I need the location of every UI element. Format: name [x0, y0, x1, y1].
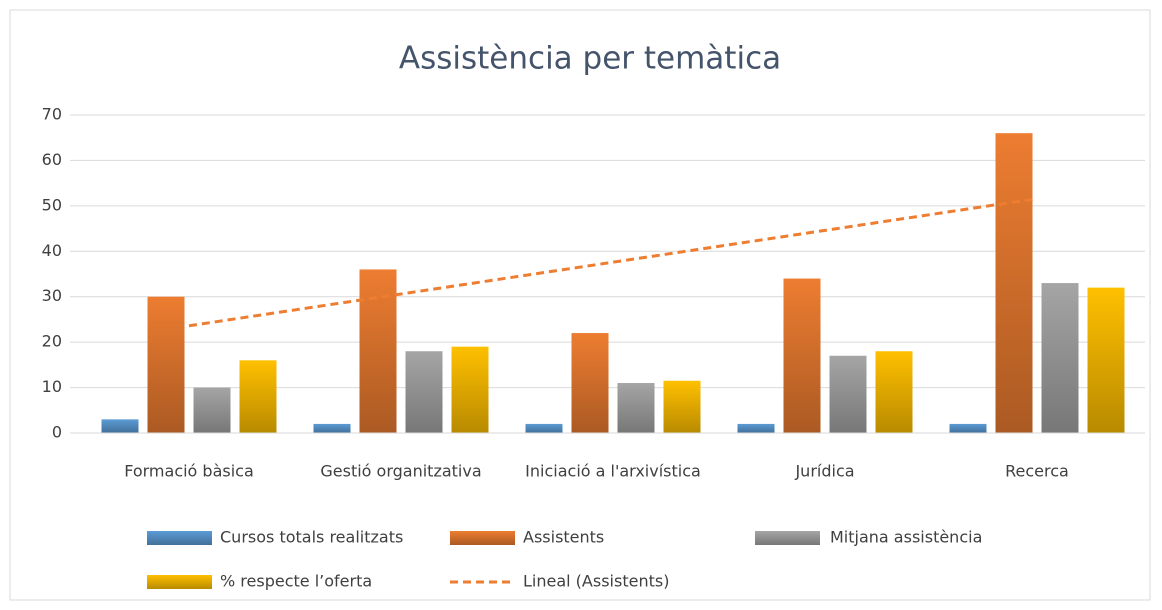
y-tick-label: 0	[52, 423, 62, 442]
y-tick-label: 50	[42, 195, 62, 214]
bar	[995, 133, 1033, 433]
legend-label: Assistents	[523, 528, 604, 547]
y-tick-label: 70	[42, 105, 62, 124]
bar	[525, 423, 563, 433]
bar	[405, 351, 443, 433]
bar	[663, 380, 701, 433]
legend-swatch	[450, 531, 515, 545]
bar	[1087, 287, 1125, 433]
legend-label: % respecte l’oferta	[220, 572, 372, 591]
y-tick-label: 30	[42, 286, 62, 305]
legend-label: Mitjana assistència	[830, 528, 982, 547]
bar	[101, 419, 139, 433]
bar	[829, 355, 867, 433]
y-tick-label: 10	[42, 377, 62, 396]
chart-title: Assistència per temàtica	[399, 41, 781, 77]
legend-swatch	[755, 531, 820, 545]
legend-swatch	[147, 575, 212, 589]
chart-frame	[9, 9, 1151, 601]
bar	[451, 346, 489, 433]
bar	[1041, 283, 1079, 433]
bar	[239, 360, 277, 433]
x-tick-label: Gestió organitzativa	[320, 462, 481, 481]
bar	[617, 383, 655, 433]
legend-swatch	[147, 531, 212, 545]
bar	[737, 423, 775, 433]
x-tick-label: Jurídica	[794, 462, 854, 481]
y-tick-label: 40	[42, 241, 62, 260]
bar	[783, 278, 821, 433]
x-tick-label: Formació bàsica	[124, 462, 254, 481]
legend-label: Cursos totals realitzats	[220, 528, 403, 547]
bar	[193, 387, 231, 433]
bar	[313, 423, 351, 433]
y-tick-label: 60	[42, 150, 62, 169]
bar	[359, 269, 397, 433]
legend-label: Lineal (Assistents)	[523, 572, 669, 591]
bar	[147, 296, 185, 433]
x-tick-label: Iniciació a l'arxivística	[525, 462, 701, 481]
bar	[875, 351, 913, 433]
bar	[949, 423, 987, 433]
x-tick-label: Recerca	[1005, 462, 1069, 481]
y-tick-label: 20	[42, 332, 62, 351]
bar	[571, 333, 609, 433]
